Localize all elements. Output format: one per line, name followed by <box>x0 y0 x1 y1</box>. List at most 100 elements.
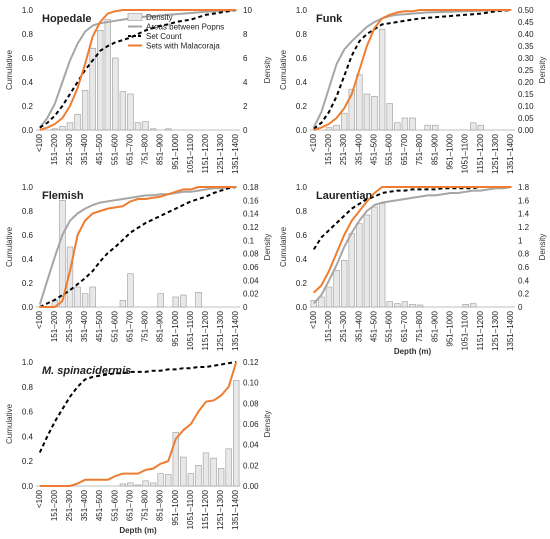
y2-tick-label: 0.1 <box>243 236 255 245</box>
legend-label: Sets with Malacoraja <box>146 42 220 51</box>
y2-tick-label: 0.12 <box>243 358 259 367</box>
legend-label: Areas between Popns <box>146 23 224 32</box>
y-tick-label: 0.4 <box>22 255 34 264</box>
y-tick-label: 0.4 <box>22 432 34 441</box>
x-tick-label: 851–900 <box>430 133 439 165</box>
x-tick-label: 451–500 <box>95 310 104 342</box>
x-tick-label: 251–300 <box>65 489 74 521</box>
density-bar <box>477 124 485 131</box>
chart-panel-1: 0.0 0.2 0.4 0.6 0.8 1.0 0.00 0.05 0.10 0.15 0.20 0.… <box>279 6 547 174</box>
density-bar <box>470 122 477 131</box>
y-tick-label: 1.0 <box>22 358 34 367</box>
density-bar <box>187 473 195 487</box>
y-tick-label: 0.8 <box>22 207 34 216</box>
legend-label: Density <box>146 13 173 22</box>
density-bar <box>66 246 74 308</box>
density-bar <box>134 484 142 487</box>
y-tick-label: 0.4 <box>296 255 308 264</box>
chart-panel-0: 0.0 0.2 0.4 0.6 0.8 1.0 0 2 4 6 8 10 Cumulative Densi… <box>5 6 272 174</box>
y2-tick-label: 0.00 <box>243 482 259 491</box>
y2-tick-label: 0 <box>243 303 248 312</box>
density-bar <box>325 127 333 131</box>
density-bar <box>363 93 371 131</box>
x-tick-label: 951–1000 <box>171 489 180 525</box>
x-tick-label: 551–600 <box>110 310 119 342</box>
y2-tick-label: 0.00 <box>518 126 534 135</box>
density-bar <box>112 57 119 131</box>
x-tick-label: 951–1000 <box>445 310 454 346</box>
density-bar <box>333 124 340 131</box>
x-tick-label: 451–500 <box>95 133 104 165</box>
y-tick-label: 0.0 <box>22 126 34 135</box>
x-tick-label: 351–400 <box>80 133 89 165</box>
areas-line <box>38 186 237 305</box>
density-bar <box>89 48 96 131</box>
x-tick-label: 951–1000 <box>445 133 454 169</box>
density-bar <box>119 91 127 131</box>
y2-tick-label: 0.12 <box>243 223 259 232</box>
density-bar <box>424 124 431 131</box>
y-tick-label: 0.6 <box>22 231 34 240</box>
y2-tick-label: 1.8 <box>518 183 530 192</box>
y2-tick-label: 1.4 <box>518 210 530 219</box>
y-tick-label: 0.2 <box>296 279 308 288</box>
density-bar <box>180 294 187 308</box>
x-tick-label: 651–700 <box>400 133 409 165</box>
x-tick-label: 1151–1200 <box>201 133 210 173</box>
y2-tick-label: 8 <box>243 30 248 39</box>
density-bar <box>66 122 74 131</box>
y-tick-label: 0.0 <box>22 303 34 312</box>
density-bar <box>409 117 416 131</box>
density-bar <box>333 270 340 308</box>
y-tick-label: 0.2 <box>22 279 34 288</box>
x-tick-label: 1351–1400 <box>231 489 240 530</box>
y2-tick-label: 10 <box>243 6 252 15</box>
panel-title: Hopedale <box>42 13 92 25</box>
density-bar <box>394 122 401 131</box>
y2-tick-label: 0.15 <box>518 90 534 99</box>
x-tick-label: 851–900 <box>156 310 165 342</box>
density-bar <box>157 293 164 308</box>
density-bar <box>157 473 164 487</box>
x-axis-title: Depth (m) <box>394 347 432 356</box>
density-bar <box>142 121 149 131</box>
density-bar <box>356 223 363 308</box>
density-bar <box>81 293 89 308</box>
y2-tick-label: 0.02 <box>243 461 259 470</box>
density-bar <box>119 483 127 487</box>
y2-tick-label: 0.35 <box>518 42 534 51</box>
y-tick-label: 0.0 <box>296 303 308 312</box>
y2-axis-title: Density <box>263 234 272 261</box>
x-tick-label: 1251–1300 <box>216 489 225 530</box>
x-tick-label: 951–1000 <box>171 310 180 346</box>
x-tick-label: 1051–1100 <box>186 489 195 529</box>
y2-tick-label: 6 <box>243 54 248 63</box>
x-tick-label: 151–200 <box>324 133 333 165</box>
y-tick-label: 0.6 <box>22 54 34 63</box>
density-bar <box>195 292 202 308</box>
density-bar <box>195 465 202 487</box>
legend-label: Set Count <box>146 32 182 41</box>
panel-title: Laurentian <box>316 190 373 202</box>
y-tick-label: 0.6 <box>22 408 34 417</box>
x-tick-label: 651–700 <box>125 489 134 521</box>
y2-tick-label: 0.16 <box>243 196 259 205</box>
x-tick-label: 1051–1100 <box>461 310 470 350</box>
y-tick-label: 0.0 <box>296 126 308 135</box>
panel-title: M. spinacidermis <box>42 365 131 377</box>
set-count-line <box>39 186 237 308</box>
density-bar <box>363 214 371 308</box>
x-tick-label: 1351–1400 <box>506 133 515 174</box>
density-bar <box>348 233 355 308</box>
x-tick-label: 651–700 <box>125 133 134 165</box>
panel-title: Flemish <box>42 190 84 202</box>
y-tick-label: 1.0 <box>296 183 308 192</box>
x-tick-label: 751–800 <box>141 133 150 165</box>
x-tick-label: 151–200 <box>50 310 59 342</box>
x-tick-label: <100 <box>309 310 318 329</box>
set-count-line <box>38 361 237 453</box>
density-bar <box>81 90 89 131</box>
density-bar <box>325 286 333 308</box>
y2-tick-label: 0.10 <box>243 379 259 388</box>
density-bar <box>59 200 66 308</box>
